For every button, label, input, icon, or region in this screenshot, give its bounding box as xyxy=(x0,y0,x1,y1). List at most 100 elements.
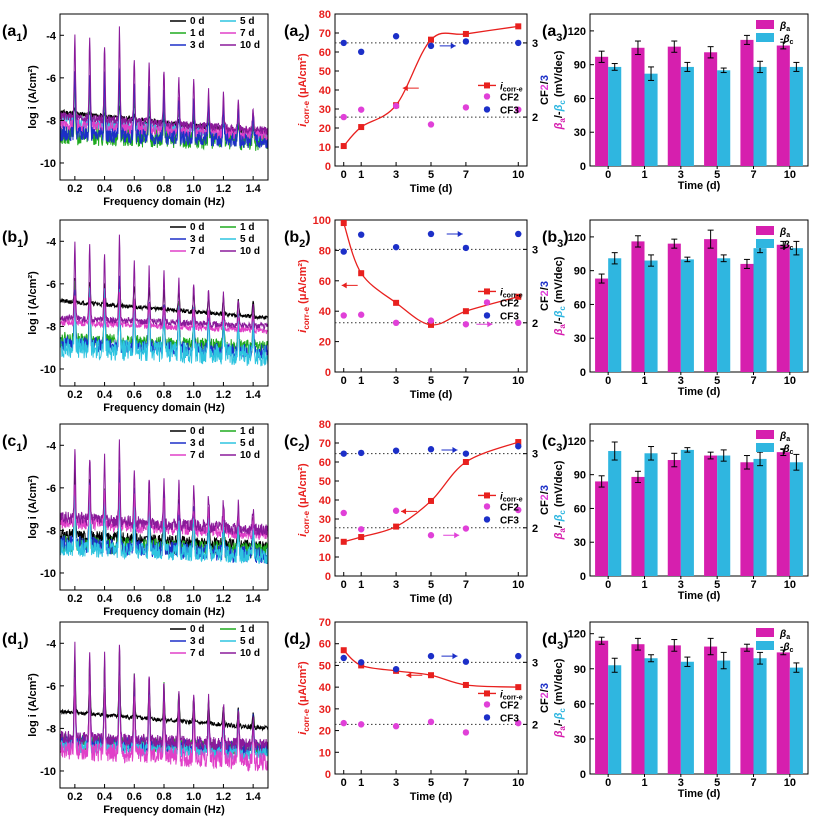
y-tick-label: 80 xyxy=(319,419,331,431)
bar-beta-a xyxy=(667,645,681,774)
icorr-point xyxy=(428,36,434,43)
cf3-point xyxy=(357,659,365,666)
y-tick-label: -4 xyxy=(46,638,57,650)
series-line-5d xyxy=(60,287,268,367)
y-axis-label: βa/-βc (mV/dec) xyxy=(553,50,567,130)
panel-label: (a3) xyxy=(542,23,568,44)
y-axis-label-c: c xyxy=(558,510,567,515)
cf2-point xyxy=(340,113,347,121)
y-tick-label: 80 xyxy=(319,245,331,257)
series-line-7d xyxy=(60,676,268,773)
x-axis-label: Time (d) xyxy=(678,590,721,602)
bar-beta-a xyxy=(740,462,754,576)
bar-beta-a xyxy=(740,647,754,774)
y-axis-label: icorr-e (μA/cm²) xyxy=(297,463,311,537)
x-tick-label: 1.0 xyxy=(186,791,201,803)
x-tick-label: 5 xyxy=(714,375,720,387)
cf2-point xyxy=(515,506,522,514)
legend-swatch xyxy=(756,628,774,637)
y-axis-label-beta-a: β xyxy=(553,328,565,336)
legend-swatch xyxy=(756,239,774,248)
x-axis-label: Time (d) xyxy=(678,386,721,398)
icorr-point xyxy=(515,293,522,300)
cf2-point xyxy=(392,102,400,110)
panel-label-close: ) xyxy=(23,229,28,246)
cf3-point xyxy=(515,652,522,660)
y-tick-label: 120 xyxy=(568,232,586,244)
y-tick-label: -6 xyxy=(46,681,56,693)
panel-label-open: (c xyxy=(284,433,298,450)
y-tick-label: 30 xyxy=(574,127,586,139)
cf2-point xyxy=(462,321,470,328)
legend-marker-icorr xyxy=(484,288,490,295)
legend-label-text: β xyxy=(779,21,786,32)
x-tick-label: 0.6 xyxy=(127,593,142,605)
y-tick-label: 60 xyxy=(319,47,331,59)
x-axis-label: Frequency domain (Hz) xyxy=(103,196,225,208)
x-axis-label: Frequency domain (Hz) xyxy=(103,402,225,414)
bar-beta-a xyxy=(595,56,609,166)
series-group xyxy=(60,26,268,151)
panel-label-sub: 2 xyxy=(298,32,304,44)
panel-d1: 0.2 0.4 0.6 0.8 1.0 1.2 1.4 -10 -8 -6 -4 Frequency … xyxy=(2,621,269,816)
right-axis-label-cf: CF xyxy=(539,698,551,713)
cf2-point xyxy=(462,729,470,736)
legend-marker-cf3 xyxy=(483,106,491,113)
legend-label-icorr-main: i xyxy=(500,287,503,298)
y-axis-label-sub: corr-e xyxy=(302,510,311,533)
x-tick-label: 7 xyxy=(750,777,756,789)
legend-label: 0 d xyxy=(190,426,204,437)
arrow-head xyxy=(454,532,460,539)
panel-label-sub: 3 xyxy=(556,32,562,44)
panel-label: (a1) xyxy=(2,23,28,44)
x-tick-label: 7 xyxy=(463,375,469,387)
x-tick-label: 0.6 xyxy=(127,791,142,803)
x-tick-label: 0.8 xyxy=(156,389,171,401)
legend-label-cf2: CF2 xyxy=(500,298,519,309)
legend-label-cf3: CF3 xyxy=(500,713,519,724)
x-tick-label: 1.2 xyxy=(216,389,231,401)
legend-label: -βc xyxy=(780,34,794,46)
panel-label-open: (b xyxy=(2,229,17,246)
y-tick-label: 70 xyxy=(319,438,331,450)
y-tick-label: 50 xyxy=(319,476,331,488)
legend-label-icorr: icorr-e xyxy=(500,689,523,701)
bar-beta-c xyxy=(680,259,694,372)
x-tick-label: 3 xyxy=(678,579,684,591)
y-axis-label-main: i xyxy=(297,731,309,735)
x-tick-label: 0.8 xyxy=(156,183,171,195)
panel-label-open: (c xyxy=(2,433,16,450)
legend-swatch xyxy=(756,226,774,235)
panel-label-close: ) xyxy=(563,229,568,246)
arrow-head xyxy=(401,508,407,515)
bar-beta-a xyxy=(667,460,681,576)
legend-swatch xyxy=(756,443,774,452)
plot-frame xyxy=(334,219,528,373)
bar-beta-a xyxy=(776,45,790,166)
legend-label-icorr: icorr-e xyxy=(500,81,523,93)
panel-label: (b2) xyxy=(284,229,311,250)
bar-beta-a xyxy=(776,652,790,774)
bar-beta-c xyxy=(717,70,731,166)
y-tick-label: 40 xyxy=(319,495,331,507)
x-tick-label: 1 xyxy=(641,169,647,181)
y-tick-label: 0 xyxy=(580,367,586,379)
y-axis-label-c: c xyxy=(558,708,567,713)
panel-label-sub: 1 xyxy=(16,442,22,454)
legend-label-cf3: CF3 xyxy=(500,515,519,526)
cf-tick-label: 2 xyxy=(532,112,538,124)
x-tick-label: 3 xyxy=(678,777,684,789)
y-tick-label: -8 xyxy=(46,321,56,333)
legend-label-cf2: CF2 xyxy=(500,502,519,513)
y-tick-label: 0 xyxy=(325,571,331,583)
right-axis-label: CF2/3 xyxy=(539,683,551,713)
x-tick-label: 1.4 xyxy=(245,791,261,803)
bar-beta-a xyxy=(667,46,681,166)
panel-label-close: ) xyxy=(304,23,309,40)
bar-beta-c xyxy=(753,658,767,774)
legend-label: 0 d xyxy=(190,624,204,635)
legend-label: -βc xyxy=(780,642,794,654)
y-tick-label: 10 xyxy=(319,552,331,564)
